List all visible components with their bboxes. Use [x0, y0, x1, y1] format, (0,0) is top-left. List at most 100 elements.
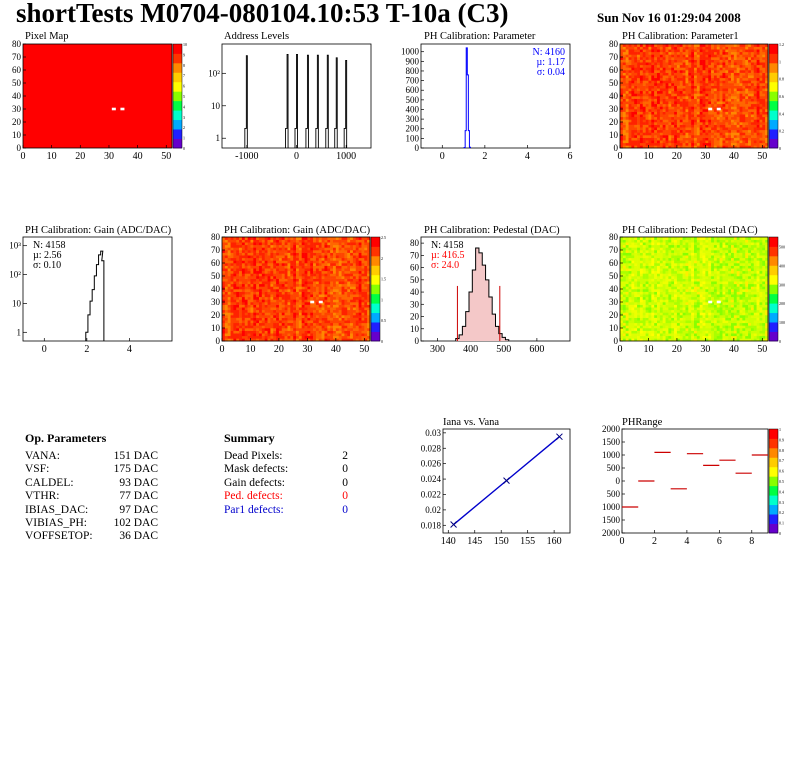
heatmap-cell [344, 281, 348, 285]
heatmap-cell [645, 335, 649, 339]
heatmap-cell [762, 101, 766, 105]
y-tick-label: 50 [609, 78, 619, 88]
heatmap-cell [745, 72, 749, 76]
heatmap-cell [625, 260, 629, 264]
heatmap-cell [759, 90, 763, 94]
heatmap-cell [691, 88, 695, 92]
heatmap-cell [281, 278, 285, 282]
heatmap-cell [307, 302, 311, 305]
colorbar-step [371, 293, 380, 304]
heatmap-cell [310, 330, 314, 334]
heatmap-cell [318, 302, 322, 305]
heatmap-cell [622, 127, 626, 131]
heatmap-cell [642, 260, 646, 264]
heatmap-cell [648, 51, 652, 55]
heatmap-cell [645, 57, 649, 60]
heatmap-cell [676, 111, 681, 115]
heatmap-cell [307, 257, 311, 261]
heatmap-cell [651, 98, 655, 102]
heatmap-cell [725, 124, 729, 128]
heatmap-cell [753, 83, 757, 86]
heatmap-cell [731, 57, 735, 60]
heatmap-cell [696, 59, 700, 63]
heatmap-cell [367, 286, 371, 290]
heatmap-cell [639, 101, 644, 105]
heatmap-cell [350, 335, 354, 339]
heatmap-cell [671, 83, 675, 86]
heatmap-cell [634, 124, 638, 128]
heatmap-cell [631, 64, 635, 68]
heatmap-cell [296, 283, 300, 287]
heatmap-cell [736, 142, 740, 146]
heatmap-cell [267, 335, 271, 339]
heatmap-cell [750, 127, 755, 131]
heatmap-cell [674, 145, 678, 149]
heatmap-cell [642, 237, 646, 240]
heatmap-cell [333, 320, 337, 324]
heatmap-cell [639, 103, 644, 107]
heatmap-cell [290, 304, 294, 308]
heatmap-cell [222, 320, 226, 324]
heatmap-cell [290, 307, 294, 311]
heatmap-cell [651, 302, 655, 305]
heatmap-cell [662, 145, 666, 149]
heatmap-cell [665, 124, 669, 128]
heatmap-cell [637, 296, 641, 300]
heatmap-cell [745, 77, 749, 81]
heatmap-cell [341, 244, 345, 248]
heatmap-cell [244, 299, 248, 303]
heatmap-cell [679, 51, 683, 55]
heatmap-cell [665, 135, 669, 138]
heatmap-cell [651, 137, 655, 141]
heatmap-cell [620, 299, 624, 303]
heatmap-cell [625, 140, 629, 144]
heatmap-cell [679, 59, 683, 63]
heatmap-cell [310, 322, 314, 326]
heatmap-cell [654, 114, 658, 118]
heatmap-cell [674, 67, 678, 71]
heatmap-cell [648, 80, 652, 84]
heatmap-cell [273, 315, 277, 318]
heatmap-cell [657, 302, 661, 305]
heatmap-cell [222, 296, 226, 300]
heatmap-cell [335, 263, 339, 266]
heatmap-cell [304, 325, 308, 329]
heatmap-cell [648, 320, 652, 324]
colorbar-step [371, 237, 380, 247]
heatmap-cell [765, 119, 769, 123]
heatmap-cell [350, 296, 354, 300]
heatmap-cell [273, 247, 277, 251]
colorbar-frame [768, 43, 779, 149]
heatmap-cell [694, 132, 698, 136]
heatmap-cell [313, 289, 317, 292]
heatmap-cell [671, 142, 675, 146]
heatmap-cell [694, 122, 698, 125]
heatmap-cell [301, 325, 305, 329]
heatmap-cell [233, 242, 237, 246]
heatmap-cell [324, 330, 328, 334]
heatmap-cell [750, 119, 755, 123]
heatmap-cell [628, 312, 632, 316]
heatmap-cell [264, 244, 268, 248]
heatmap-cell [284, 283, 288, 287]
chart-gain: PH Calibration: Gain (ADC/DAC)0 2 411010²1… [9, 225, 173, 355]
heatmap-cell [645, 312, 649, 316]
y-tick-label: 20 [211, 310, 221, 320]
heatmap-cell [642, 276, 646, 279]
heatmap-cell [253, 252, 257, 256]
heatmap-cell [642, 289, 646, 292]
heatmap-cell [259, 309, 263, 313]
heatmap-cell [645, 328, 649, 331]
heatmap-cell [361, 291, 365, 295]
heatmap-cell [662, 98, 666, 102]
histogram-line [455, 247, 510, 341]
heatmap-cell [731, 96, 735, 99]
heatmap-cell [634, 304, 638, 308]
heatmap-cell [622, 242, 626, 246]
heatmap-cell [361, 239, 365, 243]
heatmap-cell [367, 260, 371, 264]
heatmap-cell [762, 142, 766, 146]
heatmap-cell [236, 304, 240, 308]
heatmap-cell [298, 289, 302, 292]
